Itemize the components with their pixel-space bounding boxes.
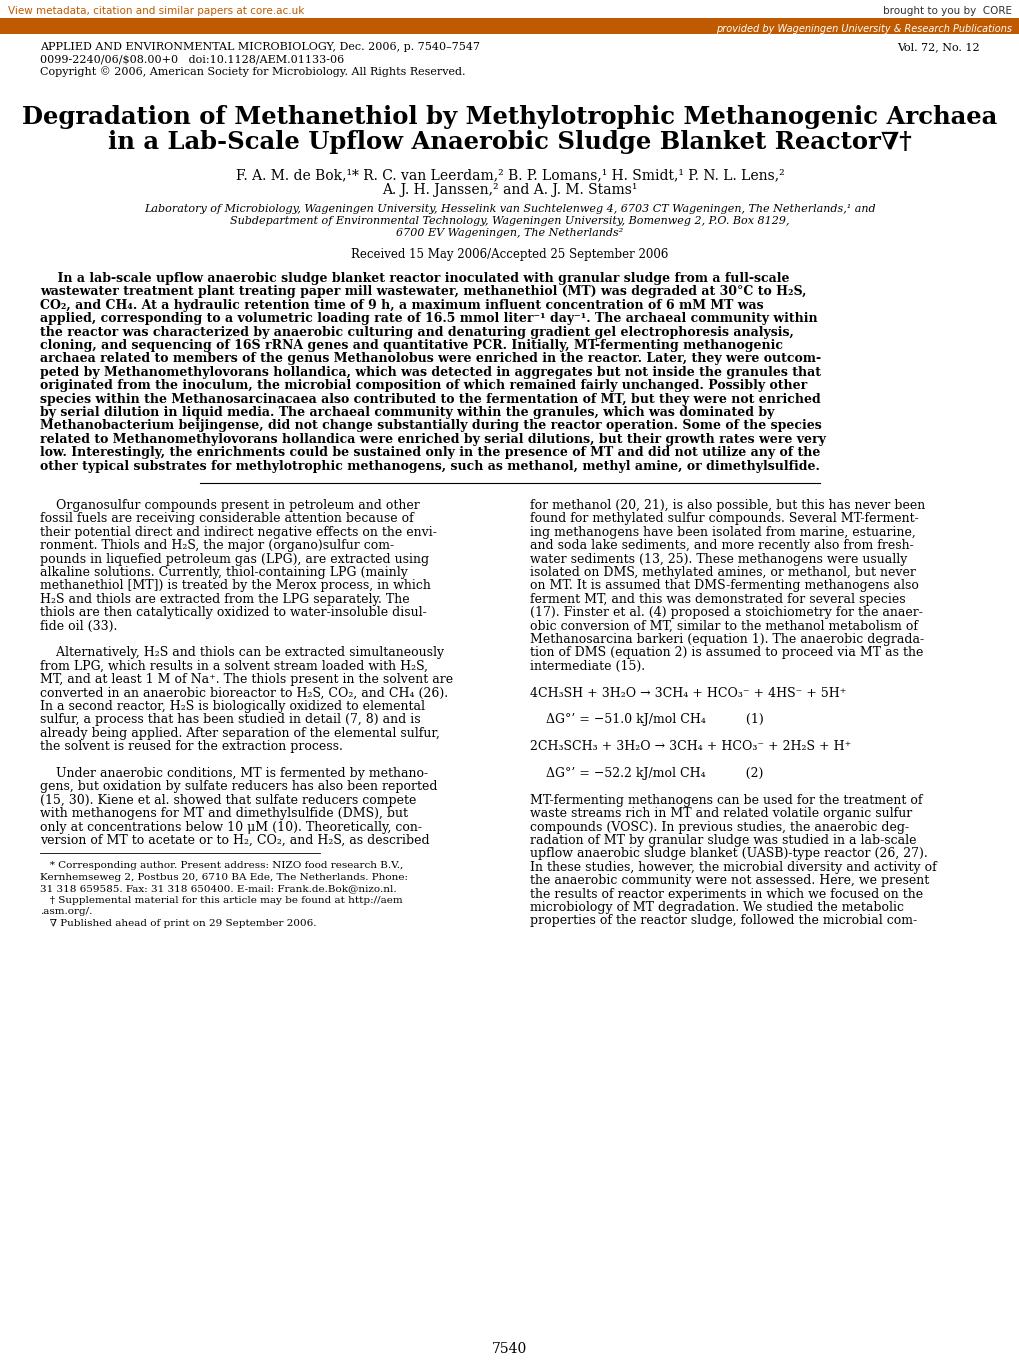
- Text: Laboratory of Microbiology, Wageningen University, Hesselink van Suchtelenweg 4,: Laboratory of Microbiology, Wageningen U…: [144, 203, 875, 214]
- Text: ΔG°’ = −51.0 kJ/mol CH₄          (1): ΔG°’ = −51.0 kJ/mol CH₄ (1): [530, 714, 763, 726]
- Text: their potential direct and indirect negative effects on the envi-: their potential direct and indirect nega…: [40, 526, 436, 539]
- Text: Kernhemseweg 2, Postbus 20, 6710 BA Ede, The Netherlands. Phone:: Kernhemseweg 2, Postbus 20, 6710 BA Ede,…: [40, 872, 408, 882]
- Text: ∇ Published ahead of print on 29 September 2006.: ∇ Published ahead of print on 29 Septemb…: [40, 919, 316, 928]
- Text: the solvent is reused for the extraction process.: the solvent is reused for the extraction…: [40, 740, 342, 753]
- Text: compounds (VOSC). In previous studies, the anaerobic deg-: compounds (VOSC). In previous studies, t…: [530, 820, 908, 834]
- Text: on MT. It is assumed that DMS-fermenting methanogens also: on MT. It is assumed that DMS-fermenting…: [530, 579, 918, 592]
- Text: APPLIED AND ENVIRONMENTAL MICROBIOLOGY, Dec. 2006, p. 7540–7547: APPLIED AND ENVIRONMENTAL MICROBIOLOGY, …: [40, 42, 480, 52]
- Text: properties of the reactor sludge, followed the microbial com-: properties of the reactor sludge, follow…: [530, 915, 916, 927]
- Text: * Corresponding author. Present address: NIZO food research B.V.,: * Corresponding author. Present address:…: [40, 861, 403, 871]
- Text: with methanogens for MT and dimethylsulfide (DMS), but: with methanogens for MT and dimethylsulf…: [40, 807, 408, 820]
- Text: ferment MT, and this was demonstrated for several species: ferment MT, and this was demonstrated fo…: [530, 592, 905, 606]
- Text: fide oil (33).: fide oil (33).: [40, 620, 117, 632]
- Text: gens, but oxidation by sulfate reducers has also been reported: gens, but oxidation by sulfate reducers …: [40, 781, 437, 793]
- Text: In a lab-scale upflow anaerobic sludge blanket reactor inoculated with granular : In a lab-scale upflow anaerobic sludge b…: [40, 272, 789, 285]
- Text: obic conversion of MT, similar to the methanol metabolism of: obic conversion of MT, similar to the me…: [530, 620, 917, 632]
- Text: F. A. M. de Bok,¹* R. C. van Leerdam,² B. P. Lomans,¹ H. Smidt,¹ P. N. L. Lens,²: F. A. M. de Bok,¹* R. C. van Leerdam,² B…: [235, 168, 784, 182]
- Text: provided by Wageningen University & Research Publications: provided by Wageningen University & Rese…: [715, 25, 1011, 34]
- Text: the results of reactor experiments in which we focused on the: the results of reactor experiments in wh…: [530, 887, 922, 901]
- Text: upflow anaerobic sludge blanket (UASB)-type reactor (26, 27).: upflow anaerobic sludge blanket (UASB)-t…: [530, 848, 927, 860]
- Text: CO₂, and CH₄. At a hydraulic retention time of 9 h, a maximum influent concentra: CO₂, and CH₄. At a hydraulic retention t…: [40, 299, 763, 311]
- Text: alkaline solutions. Currently, thiol-containing LPG (mainly: alkaline solutions. Currently, thiol-con…: [40, 566, 408, 579]
- Text: 31 318 659585. Fax: 31 318 650400. E-mail: Frank.de.Bok@nizo.nl.: 31 318 659585. Fax: 31 318 650400. E-mai…: [40, 885, 396, 894]
- Text: MT, and at least 1 M of Na⁺. The thiols present in the solvent are: MT, and at least 1 M of Na⁺. The thiols …: [40, 673, 452, 687]
- Text: found for methylated sulfur compounds. Several MT-ferment-: found for methylated sulfur compounds. S…: [530, 512, 918, 526]
- Text: tion of DMS (equation 2) is assumed to proceed via MT as the: tion of DMS (equation 2) is assumed to p…: [530, 647, 922, 659]
- Text: 6700 EV Wageningen, The Netherlands²: 6700 EV Wageningen, The Netherlands²: [396, 228, 623, 238]
- Text: for methanol (20, 21), is also possible, but this has never been: for methanol (20, 21), is also possible,…: [530, 500, 924, 512]
- Text: radation of MT by granular sludge was studied in a lab-scale: radation of MT by granular sludge was st…: [530, 834, 916, 848]
- Text: thiols are then catalytically oxidized to water-insoluble disul-: thiols are then catalytically oxidized t…: [40, 606, 426, 620]
- Text: by serial dilution in liquid media. The archaeal community within the granules, : by serial dilution in liquid media. The …: [40, 405, 773, 419]
- Text: isolated on DMS, methylated amines, or methanol, but never: isolated on DMS, methylated amines, or m…: [530, 566, 915, 579]
- Text: microbiology of MT degradation. We studied the metabolic: microbiology of MT degradation. We studi…: [530, 901, 903, 915]
- Text: applied, corresponding to a volumetric loading rate of 16.5 mmol liter⁻¹ day⁻¹. : applied, corresponding to a volumetric l…: [40, 313, 817, 325]
- Text: already being applied. After separation of the elemental sulfur,: already being applied. After separation …: [40, 726, 439, 740]
- Text: wastewater treatment plant treating paper mill wastewater, methanethiol (MT) was: wastewater treatment plant treating pape…: [40, 285, 806, 299]
- Text: pounds in liquefied petroleum gas (LPG), are extracted using: pounds in liquefied petroleum gas (LPG),…: [40, 553, 429, 565]
- Text: Degradation of Methanethiol by Methylotrophic Methanogenic Archaea: Degradation of Methanethiol by Methylotr…: [22, 105, 997, 130]
- Bar: [0, 18, 1019, 34]
- Text: version of MT to acetate or to H₂, CO₂, and H₂S, as described: version of MT to acetate or to H₂, CO₂, …: [40, 834, 429, 848]
- Text: H₂S and thiols are extracted from the LPG separately. The: H₂S and thiols are extracted from the LP…: [40, 592, 410, 606]
- Text: brought to you by  CORE: brought to you by CORE: [882, 5, 1011, 16]
- Text: Subdepartment of Environmental Technology, Wageningen University, Bomenweg 2, P.: Subdepartment of Environmental Technolog…: [230, 216, 789, 227]
- Text: low. Interestingly, the enrichments could be sustained only in the presence of M: low. Interestingly, the enrichments coul…: [40, 446, 819, 459]
- Text: Methanobacterium beijingense, did not change substantially during the reactor op: Methanobacterium beijingense, did not ch…: [40, 419, 821, 433]
- Text: species within the Methanosarcinacaea also contributed to the fermentation of MT: species within the Methanosarcinacaea al…: [40, 393, 820, 405]
- Text: methanethiol [MT]) is treated by the Merox process, in which: methanethiol [MT]) is treated by the Mer…: [40, 579, 430, 592]
- Text: Vol. 72, No. 12: Vol. 72, No. 12: [897, 42, 979, 52]
- Text: intermediate (15).: intermediate (15).: [530, 659, 644, 673]
- Text: ronment. Thiols and H₂S, the major (organo)sulfur com-: ronment. Thiols and H₂S, the major (orga…: [40, 539, 393, 553]
- Text: sulfur, a process that has been studied in detail (7, 8) and is: sulfur, a process that has been studied …: [40, 714, 420, 726]
- Text: converted in an anaerobic bioreactor to H₂S, CO₂, and CH₄ (26).: converted in an anaerobic bioreactor to …: [40, 687, 447, 700]
- Text: cloning, and sequencing of 16S rRNA genes and quantitative PCR. Initially, MT-fe: cloning, and sequencing of 16S rRNA gene…: [40, 339, 783, 352]
- Text: in a Lab-Scale Upflow Anaerobic Sludge Blanket Reactor∇†: in a Lab-Scale Upflow Anaerobic Sludge B…: [108, 130, 911, 154]
- Text: .asm.org/.: .asm.org/.: [40, 908, 93, 916]
- Text: Copyright © 2006, American Society for Microbiology. All Rights Reserved.: Copyright © 2006, American Society for M…: [40, 66, 465, 76]
- Text: ΔG°’ = −52.2 kJ/mol CH₄          (2): ΔG°’ = −52.2 kJ/mol CH₄ (2): [530, 767, 762, 779]
- Text: and soda lake sediments, and more recently also from fresh-: and soda lake sediments, and more recent…: [530, 539, 913, 553]
- Text: peted by Methanomethylovorans hollandica, which was detected in aggregates but n: peted by Methanomethylovorans hollandica…: [40, 366, 820, 379]
- Text: (15, 30). Kiene et al. showed that sulfate reducers compete: (15, 30). Kiene et al. showed that sulfa…: [40, 794, 416, 807]
- Text: the reactor was characterized by anaerobic culturing and denaturing gradient gel: the reactor was characterized by anaerob…: [40, 326, 793, 339]
- Text: only at concentrations below 10 μM (10). Theoretically, con-: only at concentrations below 10 μM (10).…: [40, 820, 422, 834]
- Text: † Supplemental material for this article may be found at http://aem: † Supplemental material for this article…: [40, 895, 403, 905]
- Text: In a second reactor, H₂S is biologically oxidized to elemental: In a second reactor, H₂S is biologically…: [40, 700, 425, 713]
- Text: MT-fermenting methanogens can be used for the treatment of: MT-fermenting methanogens can be used fo…: [530, 794, 921, 807]
- Text: In these studies, however, the microbial diversity and activity of: In these studies, however, the microbial…: [530, 861, 935, 874]
- Text: Under anaerobic conditions, MT is fermented by methano-: Under anaerobic conditions, MT is fermen…: [40, 767, 428, 779]
- Text: water sediments (13, 25). These methanogens were usually: water sediments (13, 25). These methanog…: [530, 553, 907, 565]
- Text: 4CH₃SH + 3H₂O → 3CH₄ + HCO₃⁻ + 4HS⁻ + 5H⁺: 4CH₃SH + 3H₂O → 3CH₄ + HCO₃⁻ + 4HS⁻ + 5H…: [530, 687, 846, 700]
- Text: 7540: 7540: [492, 1342, 527, 1355]
- Text: 2CH₃SCH₃ + 3H₂O → 3CH₄ + HCO₃⁻ + 2H₂S + H⁺: 2CH₃SCH₃ + 3H₂O → 3CH₄ + HCO₃⁻ + 2H₂S + …: [530, 740, 851, 753]
- Text: ing methanogens have been isolated from marine, estuarine,: ing methanogens have been isolated from …: [530, 526, 915, 539]
- Text: A. J. H. Janssen,² and A. J. M. Stams¹: A. J. H. Janssen,² and A. J. M. Stams¹: [382, 183, 637, 197]
- Text: other typical substrates for methylotrophic methanogens, such as methanol, methy: other typical substrates for methylotrop…: [40, 460, 819, 472]
- Text: fossil fuels are receiving considerable attention because of: fossil fuels are receiving considerable …: [40, 512, 414, 526]
- Text: Organosulfur compounds present in petroleum and other: Organosulfur compounds present in petrol…: [40, 500, 420, 512]
- Text: Alternatively, H₂S and thiols can be extracted simultaneously: Alternatively, H₂S and thiols can be ext…: [40, 647, 443, 659]
- Text: related to Methanomethylovorans hollandica were enriched by serial dilutions, bu: related to Methanomethylovorans hollandi…: [40, 433, 825, 446]
- Text: Received 15 May 2006/Accepted 25 September 2006: Received 15 May 2006/Accepted 25 Septemb…: [351, 248, 668, 261]
- Text: View metadata, citation and similar papers at core.ac.uk: View metadata, citation and similar pape…: [8, 5, 304, 16]
- Text: 0099-2240/06/$08.00+0   doi:10.1128/AEM.01133-06: 0099-2240/06/$08.00+0 doi:10.1128/AEM.01…: [40, 55, 344, 64]
- Text: originated from the inoculum, the microbial composition of which remained fairly: originated from the inoculum, the microb…: [40, 379, 806, 392]
- Text: the anaerobic community were not assessed. Here, we present: the anaerobic community were not assesse…: [530, 874, 928, 887]
- Text: Methanosarcina barkeri (equation 1). The anaerobic degrada-: Methanosarcina barkeri (equation 1). The…: [530, 633, 923, 646]
- Text: from LPG, which results in a solvent stream loaded with H₂S,: from LPG, which results in a solvent str…: [40, 659, 428, 673]
- Text: (17). Finster et al. (4) proposed a stoichiometry for the anaer-: (17). Finster et al. (4) proposed a stoi…: [530, 606, 922, 620]
- Text: archaea related to members of the genus Methanolobus were enriched in the reacto: archaea related to members of the genus …: [40, 352, 820, 366]
- Text: waste streams rich in MT and related volatile organic sulfur: waste streams rich in MT and related vol…: [530, 807, 911, 820]
